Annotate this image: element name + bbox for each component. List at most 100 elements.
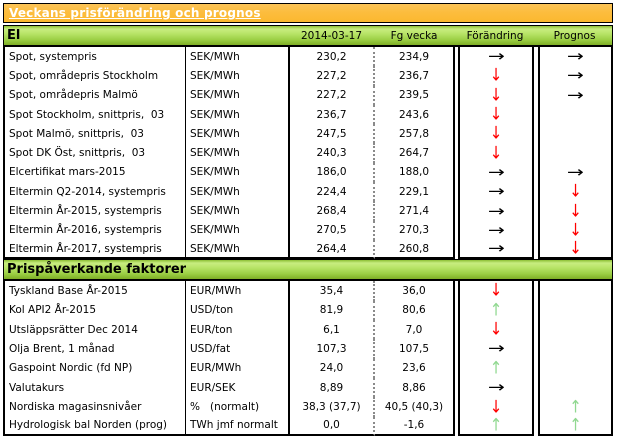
change-arrow-cell: ↓ — [458, 85, 534, 105]
forecast-arrow-cell: → — [538, 162, 613, 183]
current-price: 81,9 — [290, 300, 375, 320]
row-label: Spot, områdepris Stockholm — [3, 66, 186, 86]
forecast-arrow-cell — [538, 124, 613, 144]
down-arrow-icon: ↓ — [489, 281, 503, 301]
row-unit: SEK/MWh — [186, 201, 290, 221]
previous-price: 239,5 — [375, 85, 455, 105]
change-arrow-cell: ↓ — [458, 319, 534, 340]
current-price: 270,5 — [290, 220, 375, 240]
row-unit: USD/ton — [186, 300, 290, 320]
row-label: Olja Brent, 1 månad — [3, 339, 186, 359]
row-label: Eltermin År-2015, systempris — [3, 201, 186, 221]
row-unit: EUR/ton — [186, 319, 290, 340]
current-price: 186,0 — [290, 162, 375, 183]
row-label: Tyskland Base År-2015 — [3, 281, 186, 301]
previous-price: 229,1 — [375, 182, 455, 202]
previous-price: 80,6 — [375, 300, 455, 320]
down-arrow-icon: ↓ — [489, 66, 503, 86]
change-arrow-cell: ↑ — [458, 300, 534, 320]
row-unit: SEK/MWh — [186, 124, 290, 144]
change-arrow-cell: ↑ — [458, 416, 534, 437]
down-arrow-icon: ↓ — [489, 143, 503, 163]
change-arrow-cell: → — [458, 182, 534, 202]
forecast-arrow-cell — [538, 281, 613, 301]
right-arrow-icon: → — [567, 162, 584, 181]
down-arrow-icon: ↓ — [569, 201, 582, 221]
change-arrow-cell: ↓ — [458, 281, 534, 301]
row-label: Spot, områdepris Malmö — [3, 85, 186, 105]
change-arrow-cell: → — [458, 201, 534, 221]
previous-price: 264,7 — [375, 143, 455, 163]
row-label: Hydrologisk bal Norden (prog) — [3, 416, 186, 437]
change-arrow-cell: → — [458, 220, 534, 240]
row-label: Eltermin Q2-2014, systempris — [3, 182, 186, 202]
forecast-arrow-cell: → — [538, 66, 613, 86]
column-header-current-date: 2014-03-17 — [300, 29, 363, 42]
previous-price: 23,6 — [375, 358, 455, 378]
current-price: 0,0 — [290, 416, 375, 437]
current-price: 107,3 — [290, 339, 375, 359]
change-arrow-cell: → — [458, 47, 534, 67]
row-unit: SEK/MWh — [186, 220, 290, 240]
forecast-arrow-cell: ↓ — [538, 201, 613, 221]
row-unit: EUR/MWh — [186, 281, 290, 301]
forecast-arrow-cell: ↑ — [538, 416, 613, 437]
column-header-change: Förändring — [466, 29, 524, 42]
change-arrow-cell: ↓ — [458, 124, 534, 144]
current-price: 38,3 (37,7) — [290, 397, 375, 417]
previous-price: -1,6 — [375, 416, 455, 437]
row-label: Eltermin År-2016, systempris — [3, 220, 186, 240]
current-price: 240,3 — [290, 143, 375, 163]
current-price: 227,2 — [290, 66, 375, 86]
previous-price: 257,8 — [375, 124, 455, 144]
forecast-arrow-cell — [538, 377, 613, 398]
previous-price: 40,5 (40,3) — [375, 397, 455, 417]
down-arrow-icon: ↓ — [489, 124, 503, 144]
change-arrow-cell: → — [458, 239, 534, 260]
up-arrow-icon: ↑ — [489, 416, 503, 436]
forecast-arrow-cell — [538, 143, 613, 163]
row-unit: SEK/MWh — [186, 239, 290, 260]
change-arrow-cell: → — [458, 162, 534, 183]
up-arrow-icon: ↑ — [489, 300, 503, 320]
down-arrow-icon: ↓ — [569, 239, 582, 259]
row-unit: SEK/MWh — [186, 182, 290, 202]
current-price: 227,2 — [290, 85, 375, 105]
current-price: 268,4 — [290, 201, 375, 221]
row-label: Eltermin År-2017, systempris — [3, 239, 186, 260]
forecast-arrow-cell: ↓ — [538, 239, 613, 260]
current-price: 224,4 — [290, 182, 375, 202]
right-arrow-icon: → — [487, 162, 505, 181]
current-price: 6,1 — [290, 319, 375, 340]
row-label: Spot Stockholm, snittpris, 03 — [3, 104, 186, 125]
change-arrow-cell: ↓ — [458, 397, 534, 417]
row-label: Spot Malmö, snittpris, 03 — [3, 124, 186, 144]
down-arrow-icon: ↓ — [489, 397, 503, 417]
change-arrow-cell: → — [458, 377, 534, 398]
right-arrow-icon: → — [487, 220, 505, 239]
row-label: Gaspoint Nordic (fd NP) — [3, 358, 186, 378]
report-title: Veckans prisförändring och prognos — [9, 6, 261, 20]
row-unit: TWh jmf normalt — [186, 416, 290, 437]
previous-price: 7,0 — [375, 319, 455, 340]
forecast-arrow-cell — [538, 339, 613, 359]
current-price: 24,0 — [290, 358, 375, 378]
change-arrow-cell: → — [458, 339, 534, 359]
current-price: 264,4 — [290, 239, 375, 260]
previous-price: 107,5 — [375, 339, 455, 359]
row-label: Elcertifikat mars-2015 — [3, 162, 186, 183]
change-arrow-cell: ↑ — [458, 358, 534, 378]
row-label: Utsläppsrätter Dec 2014 — [3, 319, 186, 340]
row-unit: SEK/MWh — [186, 47, 290, 67]
row-label: Spot DK Öst, snittpris, 03 — [3, 143, 186, 163]
right-arrow-icon: → — [487, 339, 505, 358]
column-header-forecast: Prognos — [553, 29, 596, 42]
previous-price: 188,0 — [375, 162, 455, 183]
previous-price: 260,8 — [375, 239, 455, 260]
forecast-arrow-cell — [538, 319, 613, 340]
column-header-previous-week: Fg vecka — [390, 29, 438, 42]
row-unit: EUR/SEK — [186, 377, 290, 398]
down-arrow-icon: ↓ — [569, 220, 582, 240]
row-unit: % (normalt) — [186, 397, 290, 417]
row-unit: SEK/MWh — [186, 66, 290, 86]
